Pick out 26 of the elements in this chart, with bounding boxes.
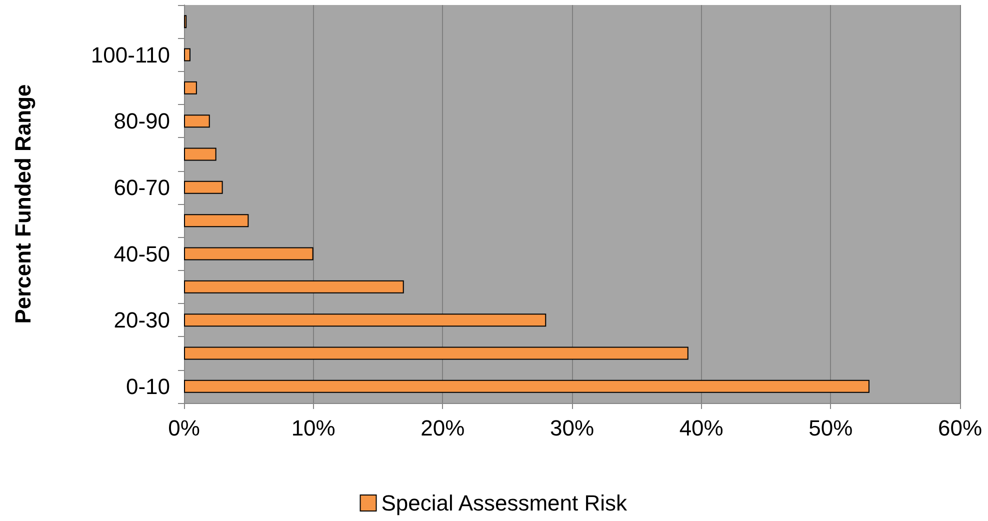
- y-tick-label: 40-50: [114, 241, 170, 266]
- x-tick-label: 30%: [550, 416, 594, 440]
- bar: [184, 148, 216, 161]
- y-tick-label: 100-110: [90, 42, 170, 68]
- x-tick-label: 10%: [291, 416, 336, 440]
- x-tick-label: 40%: [679, 416, 724, 440]
- x-tick-label: 0%: [168, 416, 200, 440]
- bar: [184, 114, 210, 128]
- legend-label: Special Assessment Risk: [381, 490, 628, 516]
- bar: [184, 214, 249, 228]
- x-tick-label: 20%: [420, 416, 465, 440]
- bar: [184, 314, 546, 327]
- bar: [184, 380, 870, 393]
- y-tick-label: 20-30: [114, 308, 170, 333]
- y-axis-title: Percent Funded Range: [10, 84, 36, 324]
- bar: [184, 48, 190, 62]
- x-tick-label: 60%: [938, 416, 982, 440]
- bar: [184, 280, 404, 294]
- bar: [184, 81, 197, 94]
- bar: [184, 180, 223, 194]
- y-tick-label: 60-70: [114, 174, 170, 200]
- y-tick-label: 0-10: [126, 374, 170, 399]
- x-tick-label: 50%: [808, 416, 853, 440]
- y-tick-label: 80-90: [114, 108, 170, 134]
- bar: [184, 346, 688, 360]
- bar: [184, 247, 314, 260]
